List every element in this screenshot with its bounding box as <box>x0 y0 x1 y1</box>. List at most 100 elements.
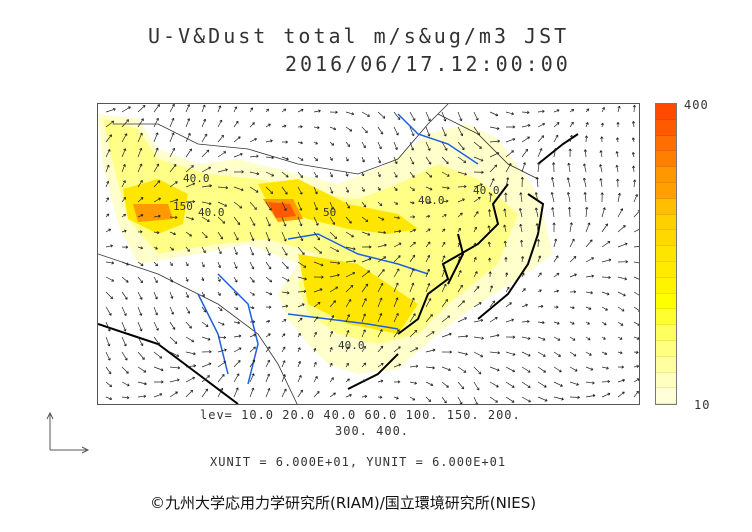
wind-arrow <box>425 241 431 248</box>
wind-arrow <box>503 224 507 233</box>
wind-arrow <box>409 396 416 401</box>
wind-arrow <box>569 366 578 372</box>
wind-arrow <box>137 321 143 332</box>
dust-plume-core <box>123 179 418 334</box>
wind-arrow <box>553 289 560 293</box>
wind-arrow <box>169 104 175 113</box>
wind-arrow <box>473 211 479 218</box>
wind-arrow <box>601 366 609 370</box>
wind-arrow <box>473 141 482 149</box>
unit-info: XUNIT = 6.000E+01, YUNIT = 6.000E+01 <box>210 455 507 469</box>
wind-arrow <box>377 395 383 399</box>
wind-arrow <box>185 376 196 383</box>
wind-arrow <box>185 246 190 252</box>
wind-arrow <box>137 118 144 128</box>
wind-arrow <box>521 136 530 143</box>
wind-arrow <box>503 208 507 218</box>
wind-arrow <box>521 272 525 278</box>
wind-arrow <box>185 351 196 356</box>
wind-arrow <box>457 242 461 248</box>
wind-arrow <box>345 284 354 293</box>
wind-arrow <box>409 381 418 385</box>
wind-arrow <box>505 125 516 129</box>
wind-arrow <box>265 387 271 398</box>
wind-arrow <box>377 256 387 263</box>
wind-arrow <box>582 177 587 188</box>
wind-arrow <box>489 164 498 173</box>
wind-arrow <box>345 271 356 278</box>
wind-arrow <box>521 336 531 340</box>
wind-arrow <box>217 335 227 340</box>
wind-arrow <box>585 206 589 218</box>
wind-arrow <box>617 351 623 355</box>
wind-arrow <box>441 396 447 404</box>
wind-arrow <box>585 394 596 398</box>
wind-arrow <box>489 333 500 338</box>
contour-label: 40.0 <box>198 206 225 219</box>
wind-arrow <box>137 351 145 360</box>
wind-arrow <box>600 192 604 203</box>
wind-arrow <box>553 255 559 263</box>
wind-arrow <box>121 213 127 218</box>
wind-arrow <box>345 246 356 251</box>
wind-arrow <box>297 374 302 383</box>
wind-arrow <box>425 381 434 387</box>
wind-arrow <box>393 111 401 121</box>
wind-arrow <box>153 147 159 158</box>
wind-arrow <box>249 122 255 128</box>
wind-arrow <box>153 197 161 203</box>
wind-arrow <box>121 366 129 374</box>
wind-arrow <box>297 246 305 255</box>
wind-arrow <box>121 180 126 188</box>
colorbar-segment <box>656 356 676 373</box>
wind-arrow <box>249 306 255 310</box>
wind-arrow <box>361 111 370 117</box>
wind-arrow <box>249 186 259 193</box>
wind-arrow <box>345 346 350 353</box>
wind-arrow <box>105 276 115 282</box>
wind-arrow <box>377 231 386 235</box>
wind-arrow <box>105 108 116 113</box>
wind-arrow <box>233 276 238 283</box>
wind-arrow <box>441 299 449 308</box>
wind-arrow <box>265 216 271 227</box>
wind-arrow <box>361 171 365 177</box>
wind-arrow <box>601 306 608 311</box>
wind-arrow <box>153 276 158 284</box>
wind-arrow <box>121 306 127 317</box>
wind-arrow <box>568 148 572 158</box>
wind-arrow <box>599 150 603 158</box>
wind-arrow <box>616 121 620 128</box>
wind-arrow <box>489 193 493 203</box>
wind-arrow <box>201 149 210 158</box>
wind-arrow <box>217 261 222 269</box>
wind-arrow <box>377 141 382 150</box>
wind-arrow <box>425 156 432 165</box>
wind-arrow <box>489 178 495 188</box>
wind-arrow <box>121 276 129 283</box>
wind-arrow <box>534 192 539 203</box>
wind-arrow <box>599 164 603 173</box>
wind-arrow <box>345 231 354 238</box>
wind-arrow <box>583 163 587 173</box>
wind-arrow <box>217 231 223 240</box>
wind-arrow <box>169 164 177 173</box>
wind-arrow <box>409 254 416 263</box>
wind-arrow <box>217 291 221 296</box>
wind-arrow <box>457 141 465 151</box>
wind-arrow <box>473 242 477 248</box>
wind-arrow <box>121 261 129 266</box>
wind-arrow <box>297 317 303 323</box>
wind-arrow <box>345 378 350 383</box>
wind-arrow <box>249 154 259 158</box>
wind-arrow <box>201 231 208 239</box>
wind-arrow <box>425 228 431 233</box>
wind-arrow <box>217 246 222 255</box>
wind-arrow <box>553 238 558 248</box>
wind-arrow <box>585 274 595 278</box>
wind-arrow <box>457 396 463 404</box>
wind-arrow <box>281 216 287 227</box>
colorbar-segment <box>656 340 676 357</box>
wind-arrow <box>537 321 545 325</box>
wind-arrow <box>599 178 603 188</box>
